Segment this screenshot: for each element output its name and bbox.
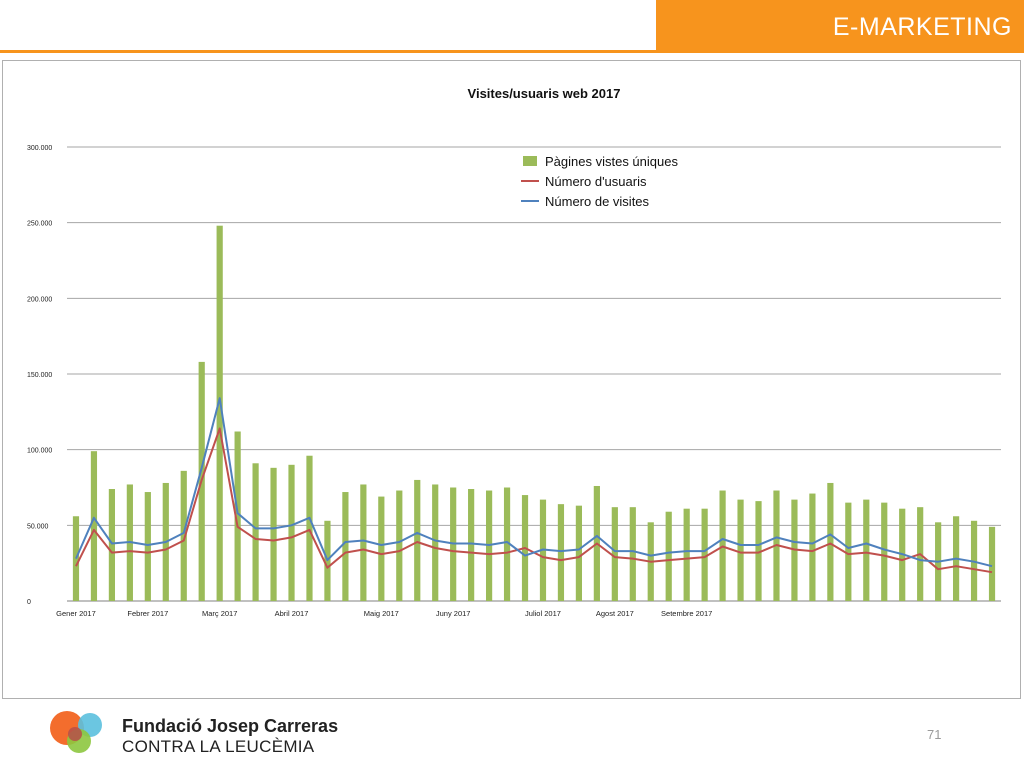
bar bbox=[378, 496, 385, 601]
bar bbox=[557, 504, 565, 601]
foundation-logo bbox=[50, 711, 102, 753]
bar bbox=[845, 502, 852, 601]
x-tick-label: Agost 2017 bbox=[596, 609, 634, 618]
chart: Visites/usuaris web 2017 0 50.000 100.000 15… bbox=[27, 86, 1001, 618]
y-tick-label: 200.000 bbox=[27, 296, 52, 303]
page-number: 71 bbox=[927, 727, 942, 742]
bar bbox=[252, 463, 259, 601]
slide-title: E-MARKETING bbox=[832, 13, 1012, 41]
bar bbox=[629, 507, 636, 601]
bar bbox=[575, 505, 583, 601]
bar bbox=[809, 493, 816, 601]
bar bbox=[414, 479, 421, 601]
legend-label: Número d'usuaris bbox=[545, 174, 647, 189]
header-band: E-MARKETING bbox=[656, 0, 1024, 53]
bar bbox=[827, 482, 834, 601]
bar bbox=[288, 464, 295, 601]
legend-label: Pàgines vistes úniques bbox=[545, 154, 678, 169]
y-tick-label: 50.000 bbox=[27, 523, 49, 530]
legend-swatch bbox=[523, 156, 537, 166]
bar bbox=[360, 484, 367, 601]
bar bbox=[180, 470, 187, 601]
bar bbox=[216, 225, 223, 601]
bar bbox=[270, 467, 277, 601]
line-visites bbox=[75, 397, 993, 568]
bar bbox=[306, 455, 313, 601]
header-rule bbox=[0, 50, 656, 53]
bar bbox=[988, 526, 996, 601]
bar bbox=[144, 492, 151, 601]
bar bbox=[396, 490, 403, 601]
x-tick-label: Setembre 2017 bbox=[661, 609, 712, 618]
bar bbox=[611, 507, 618, 601]
bar bbox=[108, 489, 116, 601]
bar bbox=[737, 499, 744, 601]
bar bbox=[234, 431, 241, 601]
bar bbox=[342, 492, 349, 601]
bar bbox=[72, 516, 80, 601]
x-tick-label: Juny 2017 bbox=[436, 609, 471, 618]
x-tick-label: Febrer 2017 bbox=[127, 609, 168, 618]
org-subtitle: CONTRA LA LEUCÈMIA bbox=[122, 737, 315, 756]
bar bbox=[503, 487, 511, 601]
bar bbox=[432, 484, 439, 601]
y-tick-label: 100.000 bbox=[27, 448, 52, 455]
y-tick-label: 300.000 bbox=[27, 145, 52, 152]
chart-title: Visites/usuaris web 2017 bbox=[468, 86, 621, 101]
bar bbox=[881, 502, 888, 601]
org-name: Fundació Josep Carreras bbox=[122, 716, 339, 736]
legend-label: Número de visites bbox=[545, 194, 650, 209]
y-tick-label: 150.000 bbox=[27, 372, 52, 379]
y-tick-label: 250.000 bbox=[27, 221, 52, 228]
x-tick-label: Març 2017 bbox=[202, 609, 237, 618]
x-tick-label: Gener 2017 bbox=[56, 609, 96, 618]
bar bbox=[665, 511, 672, 601]
bar bbox=[683, 508, 690, 601]
x-tick-label: Abril 2017 bbox=[275, 609, 309, 618]
x-tick-label: Maig 2017 bbox=[364, 609, 399, 618]
bar bbox=[701, 508, 708, 601]
chart-frame: Visites/usuaris web 2017 0 50.000 100.000 15… bbox=[2, 60, 1021, 699]
bar bbox=[90, 451, 98, 601]
bar bbox=[468, 489, 475, 601]
bar bbox=[863, 499, 870, 601]
x-tick-label: Juliol 2017 bbox=[525, 609, 561, 618]
bar bbox=[755, 501, 762, 601]
y-tick-label: 0 bbox=[27, 599, 31, 606]
